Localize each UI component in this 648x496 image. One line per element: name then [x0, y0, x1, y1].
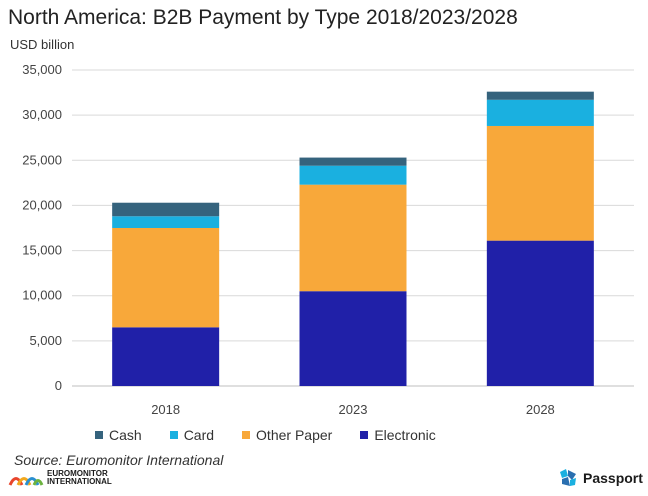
legend-item: Other Paper	[242, 427, 332, 443]
euromonitor-logo-icon	[8, 477, 44, 486]
y-tick-label: 15,000	[22, 243, 62, 258]
bar-segment-electronic	[112, 327, 220, 386]
y-tick-label: 35,000	[22, 62, 62, 77]
euromonitor-logo: EUROMONITOR INTERNATIONAL	[8, 470, 112, 486]
logo-line-1: EUROMONITOR	[47, 469, 108, 478]
logo-line-2: INTERNATIONAL	[47, 477, 112, 486]
legend-label: Cash	[109, 427, 142, 443]
bar-segment-cash	[112, 202, 220, 217]
y-tick-label: 0	[55, 378, 62, 393]
legend-item: Cash	[95, 427, 142, 443]
legend-item: Electronic	[360, 427, 436, 443]
y-tick-label: 5,000	[29, 333, 62, 348]
y-tick-label: 20,000	[22, 197, 62, 212]
bar-segment-cash	[299, 157, 407, 166]
bar-segment-electronic	[299, 291, 407, 386]
legend-label: Electronic	[374, 427, 436, 443]
bar-segment-card	[486, 99, 594, 126]
source-note: Source: Euromonitor International	[14, 452, 224, 468]
passport-logo-icon	[560, 469, 576, 486]
legend-swatch	[169, 431, 178, 439]
bar-segment-other-paper	[486, 125, 594, 241]
passport-logo: Passport	[556, 468, 643, 488]
passport-logo-text: Passport	[583, 470, 643, 486]
unit-label: USD billion	[10, 37, 75, 52]
y-tick-label: 25,000	[22, 152, 62, 167]
y-tick-label: 10,000	[22, 288, 62, 303]
y-tick-label: 30,000	[22, 107, 62, 122]
x-tick-label: 2018	[151, 402, 180, 417]
bar-segment-card	[299, 165, 407, 185]
legend-label: Other Paper	[256, 427, 333, 443]
x-tick-label: 2023	[339, 402, 368, 417]
bar-segment-other-paper	[299, 184, 407, 292]
chart-plot: 0 5,000 10,000 15,000 20,000 25,000 30,000 35,0…	[22, 62, 634, 417]
legend-label: Card	[183, 427, 215, 443]
bar-segment-card	[112, 216, 220, 228]
chart-title: North America: B2B Payment by Type 2018/…	[8, 6, 518, 29]
bar-segment-cash	[486, 91, 594, 100]
legend-swatch	[360, 431, 369, 439]
x-tick-label: 2028	[526, 402, 555, 417]
chart-legend: Cash Card Other Paper Electronic	[95, 427, 464, 443]
legend-item: Card	[169, 427, 215, 443]
bar-segment-electronic	[486, 240, 594, 386]
bar-segment-other-paper	[112, 228, 220, 328]
legend-swatch	[242, 431, 251, 439]
legend-swatch	[95, 431, 103, 439]
